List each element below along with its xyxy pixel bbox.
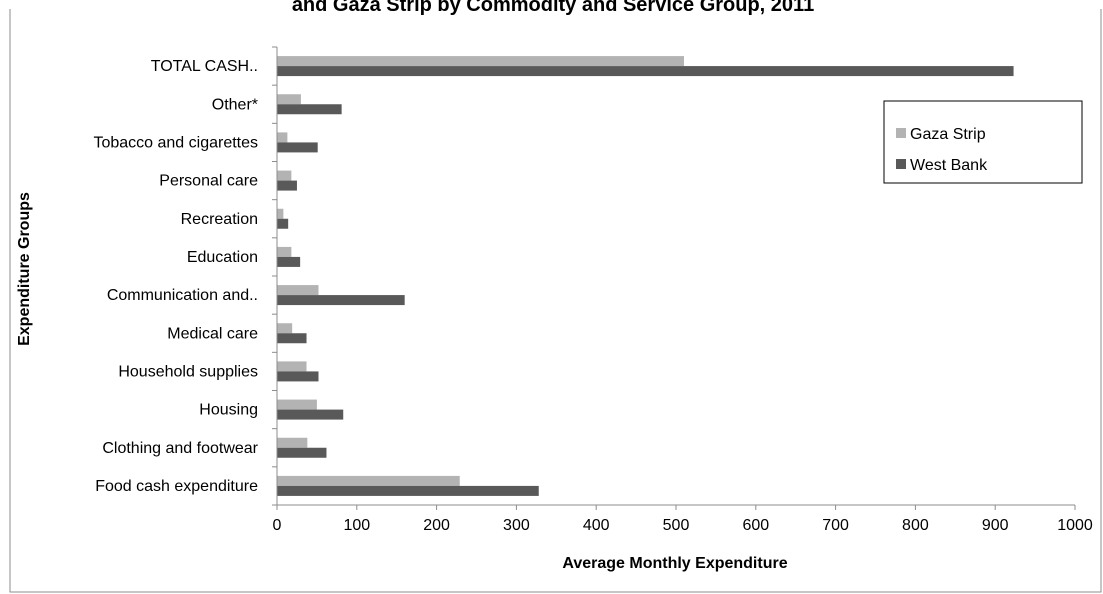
category-label: Recreation	[181, 211, 258, 228]
bar-gaza-strip-total-cash	[277, 56, 684, 67]
bar-gaza-strip-communication-and	[277, 285, 319, 296]
bar-west-bank-housing	[277, 409, 344, 420]
x-tick-label: 200	[423, 517, 450, 534]
category-label: Food cash expenditure	[95, 478, 258, 495]
x-tick-label: 600	[742, 517, 769, 534]
bars	[277, 56, 1014, 496]
category-label: Tobacco and cigarettes	[93, 134, 258, 151]
category-labels: TOTAL CASH.. Other* Tobacco and cigarettes…	[93, 58, 258, 495]
axes	[272, 46, 1076, 510]
category-label: Household supplies	[118, 363, 258, 380]
legend-box	[883, 100, 1083, 184]
bar-gaza-strip-recreation	[277, 208, 284, 219]
legend-swatch-west-bank	[896, 159, 906, 169]
bar-gaza-strip-housing	[277, 399, 317, 410]
bar-west-bank-total-cash	[277, 66, 1014, 77]
x-tick-label: 100	[343, 517, 370, 534]
category-label: Clothing and footwear	[102, 440, 258, 457]
x-tick-label: 400	[583, 517, 610, 534]
bar-gaza-strip-tobacco-and-cigarettes	[277, 132, 288, 143]
category-label: Communication and..	[107, 287, 258, 304]
bar-gaza-strip-clothing-and-footwear	[277, 437, 308, 448]
x-tick-label: 0	[273, 517, 282, 534]
bar-west-bank-tobacco-and-cigarettes	[277, 142, 318, 153]
bar-west-bank-recreation	[277, 218, 289, 229]
bar-gaza-strip-education	[277, 246, 292, 257]
x-tick-label: 500	[663, 517, 690, 534]
bar-gaza-strip-medical-care	[277, 323, 293, 334]
bar-west-bank-communication-and	[277, 295, 405, 306]
x-axis-title: Average Monthly Expenditure	[562, 555, 787, 572]
bar-west-bank-medical-care	[277, 333, 307, 344]
bar-gaza-strip-food-cash-expenditure	[277, 475, 460, 486]
x-tick-label: 900	[982, 517, 1009, 534]
legend: Gaza Strip West Bank	[883, 100, 1083, 184]
y-axis-title: Expenditure Groups	[16, 192, 33, 346]
title-mask	[0, 0, 1103, 9]
category-label: Housing	[199, 402, 258, 419]
bar-west-bank-other	[277, 104, 342, 115]
x-tick-labels: 0 100 200 300 400 500 600 700 800 900 1000	[273, 517, 1093, 534]
chart-title: and Gaza Strip by Commodity and Service …	[292, 0, 814, 16]
x-tick-label: 300	[503, 517, 530, 534]
bar-west-bank-personal-care	[277, 180, 297, 191]
bar-west-bank-household-supplies	[277, 371, 319, 382]
category-label: Education	[187, 249, 258, 266]
category-label: Other*	[212, 96, 258, 113]
bar-west-bank-food-cash-expenditure	[277, 485, 539, 496]
category-label: TOTAL CASH..	[151, 58, 258, 75]
legend-label-west-bank: West Bank	[910, 157, 988, 174]
legend-label-gaza-strip: Gaza Strip	[910, 126, 986, 143]
bar-gaza-strip-household-supplies	[277, 361, 307, 372]
x-tick-label: 700	[822, 517, 849, 534]
x-tick-label: 1000	[1057, 517, 1093, 534]
bar-gaza-strip-other	[277, 94, 301, 105]
category-label: Personal care	[159, 173, 258, 190]
bar-gaza-strip-personal-care	[277, 170, 292, 181]
category-label: Medical care	[167, 325, 258, 342]
bar-west-bank-education	[277, 256, 301, 267]
x-tick-label: 800	[902, 517, 929, 534]
legend-swatch-gaza-strip	[896, 128, 906, 138]
bar-west-bank-clothing-and-footwear	[277, 447, 327, 458]
